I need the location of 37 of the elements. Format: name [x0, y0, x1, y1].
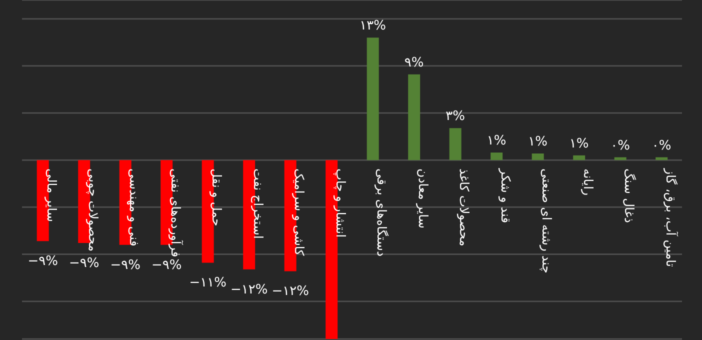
data-label: ۱۳% [360, 18, 386, 34]
x-tick-label: رایانه [580, 168, 596, 196]
bar [408, 74, 420, 160]
data-label: −۱۲% [272, 284, 309, 300]
x-tick-label: سایر معادن [414, 168, 431, 228]
data-label: ۱% [569, 136, 589, 152]
bar [490, 152, 503, 160]
data-label: −۹% [28, 254, 58, 270]
x-tick-label: انتشار و چاپ [332, 168, 348, 238]
data-label: −۱۱% [189, 276, 226, 291]
data-label: ۹% [404, 55, 424, 70]
data-label: −۹% [68, 256, 100, 271]
x-tick-label: محصولات کاغذ [456, 168, 472, 246]
x-tick-label: استخراج نفت [250, 168, 266, 239]
x-tick-label: حمل و نقل [208, 168, 225, 226]
bar [449, 128, 462, 160]
data-label: −۹% [110, 258, 140, 273]
data-label: ۱% [486, 134, 506, 149]
x-tick-label: فرآورده‌های نفتی [167, 168, 184, 258]
data-label: −۱۲% [230, 282, 268, 298]
x-tick-label: کاشی و سرامیک [291, 168, 308, 256]
x-tick-label: چند رشته ای صنعتی [538, 168, 555, 274]
x-tick-label: تامین آب، برق، گاز [662, 168, 678, 268]
data-label: ۱% [528, 134, 548, 150]
bar [366, 38, 379, 160]
bar [532, 153, 544, 160]
data-label: ۳% [446, 109, 466, 124]
x-tick-label: دستگاه‌های برقی [374, 168, 390, 257]
bar [573, 155, 586, 160]
data-label: ۰% [652, 138, 672, 154]
x-tick-label: فنی و مهندسی [126, 168, 142, 246]
x-tick-label: محصولات چوبی [84, 168, 101, 252]
x-tick-label: سایر مالی [44, 168, 60, 222]
x-tick-label: ذغال سنگ [622, 168, 638, 223]
data-label: −۹% [151, 258, 182, 273]
data-label: ۰% [610, 138, 630, 154]
x-tick-label: قند و شکر [497, 168, 514, 224]
